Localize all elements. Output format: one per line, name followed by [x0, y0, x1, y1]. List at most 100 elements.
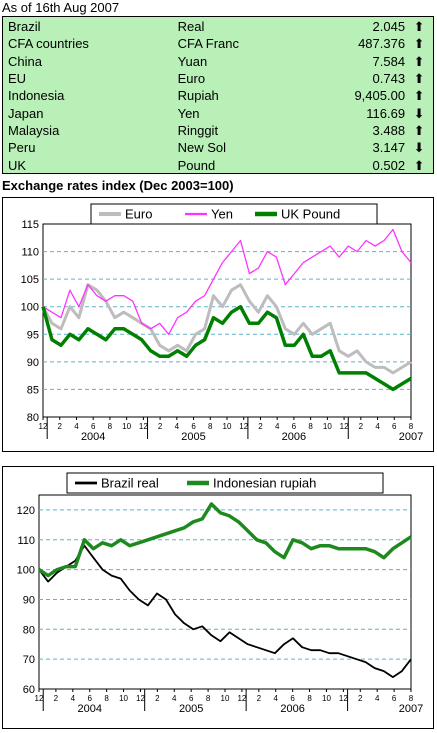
trend-arrow-icon: ⬆	[413, 88, 425, 104]
x-tick-label: 8	[307, 694, 312, 703]
rate-row: China Yuan 7.584 ⬆	[3, 53, 433, 70]
chart-frame-major-currencies: 80 85 90 95 100 105 110 115 12 2 4 6 8 10 12 2 4 6 8 10 12 2 4…	[2, 197, 434, 452]
x-tick-label: 2	[358, 694, 363, 703]
series-line-euro	[41, 283, 412, 375]
x-tick-label: 8	[409, 694, 414, 703]
x-tick-label: 10	[223, 422, 232, 431]
legend	[66, 472, 384, 494]
x-tick-label: 2	[155, 694, 160, 703]
year-label: 2004	[81, 431, 105, 443]
series-line-indonesian-rupiah	[38, 502, 412, 578]
year-label: 2005	[179, 703, 203, 715]
series-line-yen	[42, 228, 412, 335]
rate-value: 7.584	[372, 53, 406, 69]
rate-row: Japan Yen 116.69 ⬇	[3, 104, 433, 121]
country-name: CFA countries	[8, 36, 89, 52]
x-tick-label: 10	[322, 694, 331, 703]
x-tick-label: 4	[175, 422, 180, 431]
rate-row: CFA countries CFA Franc 487.376 ⬆	[3, 35, 433, 52]
x-tick-label: 4	[74, 422, 79, 431]
as-of-date: As of 16th Aug 2007	[2, 0, 120, 15]
currency-name: Pound	[177, 157, 216, 173]
year-label: 2007	[399, 703, 423, 715]
x-tick-label: 4	[172, 694, 177, 703]
y-tick-label: 105	[21, 274, 39, 286]
y-tick-label: 90	[23, 594, 35, 606]
x-tick-label: 12	[139, 422, 148, 431]
x-tick-label: 6	[292, 422, 297, 431]
y-tick-label: 100	[17, 565, 35, 577]
x-tick-label: 2	[257, 694, 262, 703]
country-name: Malaysia	[8, 122, 60, 138]
x-tick-label: 12	[39, 422, 48, 431]
x-tick-label: 6	[189, 694, 194, 703]
currency-name: New Sol	[177, 140, 227, 156]
chart-major-currencies: 80 85 90 95 100 105 110 115 12 2 4 6 8 10 12 2 4 6 8 10 12 2 4…	[21, 203, 423, 443]
x-tick-label: 10	[323, 422, 332, 431]
rate-value: 0.502	[372, 157, 406, 173]
exchange-rates-panel: Brazil Real 2.045 ⬆ CFA countries CFA Franc 48…	[2, 16, 434, 174]
country-name: Brazil	[8, 19, 41, 35]
year-label: 2004	[77, 703, 101, 715]
plot-area	[38, 494, 412, 690]
series-line-brazil-real	[38, 544, 412, 679]
currency-name: Real	[177, 19, 205, 35]
rate-value: 2.045	[372, 19, 406, 35]
rate-row: Brazil Real 2.045 ⬆	[3, 18, 433, 35]
x-tick-label: 6	[392, 694, 397, 703]
trend-arrow-icon: ⬆	[413, 36, 425, 52]
x-tick-label: 4	[71, 694, 76, 703]
rate-row: UK Pound 0.502 ⬆	[3, 156, 433, 173]
trend-arrow-icon: ⬆	[413, 157, 425, 173]
year-label: 2005	[181, 431, 205, 443]
trend-arrow-icon: ⬇	[413, 105, 425, 121]
x-tick-label: 2	[158, 422, 163, 431]
year-label: 2006	[282, 431, 306, 443]
rate-value: 487.376	[358, 36, 406, 52]
x-tick-label: 10	[122, 422, 131, 431]
x-tick-label: 8	[308, 422, 313, 431]
currency-name: Euro	[177, 71, 206, 87]
x-tick-label: 10	[221, 694, 230, 703]
trend-arrow-icon: ⬆	[413, 19, 425, 35]
x-tick-label: 10	[119, 694, 128, 703]
x-tick-label: 2	[258, 422, 263, 431]
y-tick-label: 110	[21, 247, 39, 259]
section-title: Exchange rates index (Dec 2003=100)	[2, 178, 234, 193]
x-tick-label: 8	[104, 694, 109, 703]
x-tick-label: 12	[340, 422, 349, 431]
currency-name: Yen	[177, 105, 200, 121]
x-tick-label: 4	[274, 694, 279, 703]
x-tick-label: 4	[275, 422, 280, 431]
x-tick-label: 12	[339, 694, 348, 703]
x-tick-label: 8	[206, 694, 211, 703]
country-name: Peru	[8, 140, 36, 156]
x-tick-label: 6	[191, 422, 196, 431]
legend-label: UK Pound	[281, 207, 340, 222]
legend-label: Yen	[211, 207, 233, 222]
x-tick-label: 8	[208, 422, 213, 431]
y-tick-label: 70	[23, 654, 35, 666]
country-name: Japan	[8, 105, 44, 121]
legend-label: Indonesian rupiah	[213, 476, 316, 491]
rate-row: Peru New Sol 3.147 ⬇	[3, 139, 433, 156]
rate-value: 0.743	[372, 71, 406, 87]
x-tick-label: 4	[375, 694, 380, 703]
x-tick-label: 4	[375, 422, 380, 431]
rate-row: EU Euro 0.743 ⬆	[3, 70, 433, 87]
x-tick-label: 6	[88, 694, 93, 703]
trend-arrow-icon: ⬇	[413, 140, 425, 156]
trend-arrow-icon: ⬆	[413, 53, 425, 69]
y-tick-label: 80	[27, 412, 39, 424]
x-tick-label: 12	[239, 422, 248, 431]
country-name: EU	[8, 71, 27, 87]
currency-name: Rupiah	[177, 88, 219, 104]
country-name: China	[8, 53, 42, 69]
x-tick-label: 12	[237, 694, 246, 703]
x-tick-label: 6	[91, 422, 96, 431]
x-tick-label: 8	[409, 422, 414, 431]
exchange-rates-table: Brazil Real 2.045 ⬆ CFA countries CFA Franc 48…	[3, 18, 433, 174]
year-label: 2007	[399, 431, 423, 443]
y-tick-label: 100	[21, 302, 39, 314]
currency-name: Ringgit	[177, 122, 219, 138]
